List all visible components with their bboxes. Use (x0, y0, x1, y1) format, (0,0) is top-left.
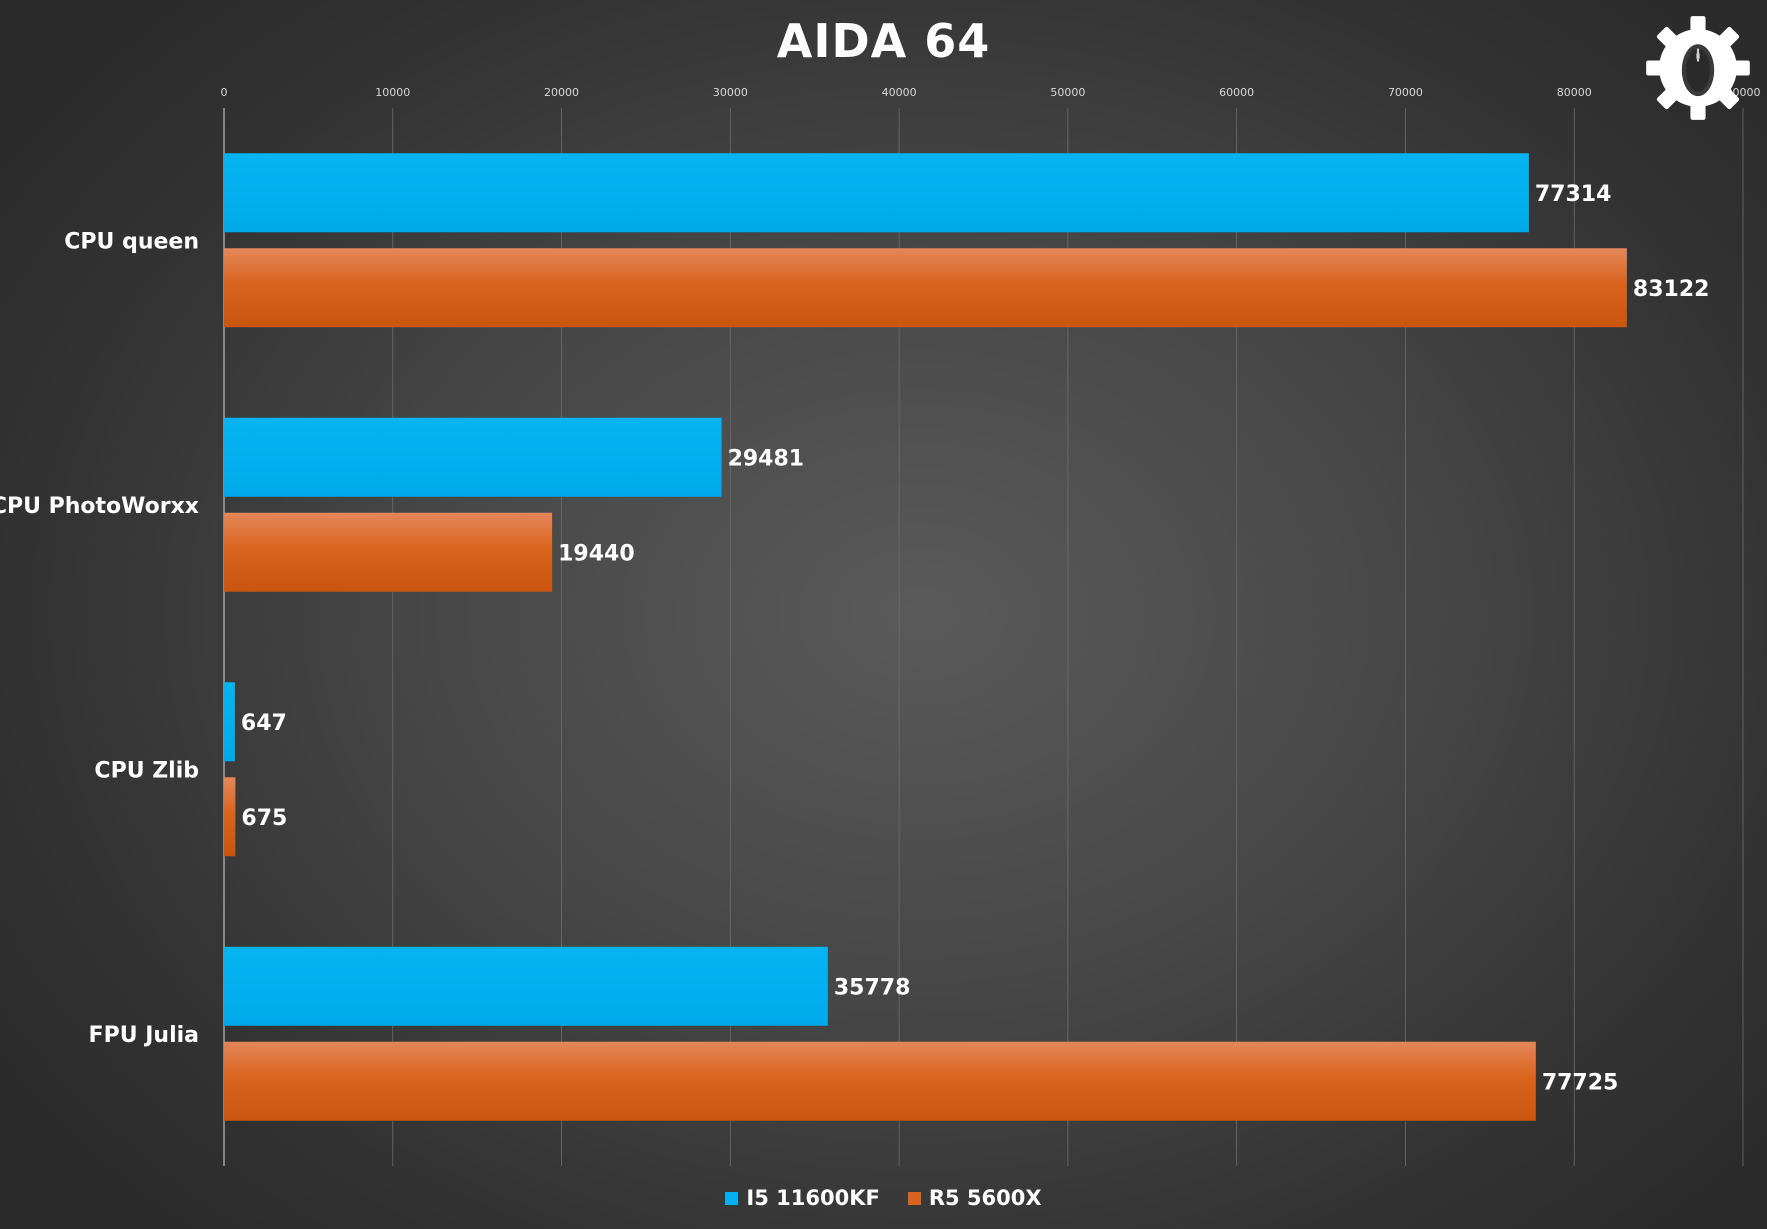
category-label: CPU queen (64, 229, 199, 254)
bar-r5 (224, 1041, 1536, 1121)
data-label: 29481 (728, 446, 805, 471)
legend-swatch-i5 (725, 1191, 739, 1205)
x-tick-label: 40000 (882, 86, 917, 99)
bar-i5 (224, 417, 722, 497)
bar-i5 (224, 153, 1529, 233)
data-label: 35778 (834, 975, 911, 1000)
x-tick-label: 20000 (544, 86, 579, 99)
legend-item-r5: R5 5600X (907, 1186, 1042, 1210)
data-label: 647 (241, 711, 287, 736)
bar-i5 (224, 946, 828, 1026)
legend-label-i5: I5 11600KF (746, 1186, 880, 1210)
bar-i5 (224, 682, 235, 762)
x-tick-label: 60000 (1219, 86, 1254, 99)
category-label: CPU Zlib (94, 758, 199, 783)
data-labels: 77314 83122 29481 19440 647 675 35778 77725 (241, 182, 1710, 1096)
legend: I5 11600KF R5 5600X (0, 1186, 1767, 1210)
legend-item-i5: I5 11600KF (725, 1186, 880, 1210)
x-tick-label: 70000 (1388, 86, 1423, 99)
x-tick-label: 50000 (1050, 86, 1085, 99)
bar-r5 (224, 248, 1627, 328)
bar-r5 (224, 777, 236, 857)
x-axis-ticks: 0 10000 20000 30000 40000 50000 60000 70000 8000… (221, 86, 1761, 99)
bars (224, 153, 1627, 1121)
chart-title: AIDA 64 (776, 14, 991, 68)
x-tick-label: 10000 (375, 86, 410, 99)
legend-swatch-r5 (907, 1191, 921, 1205)
data-label: 77725 (1542, 1070, 1619, 1095)
bar-r5 (224, 512, 553, 592)
y-axis-categories: CPU queen CPU PhotoWorxx CPU Zlib FPU Julia (0, 229, 199, 1048)
data-label: 19440 (558, 541, 635, 566)
data-label: 83122 (1633, 277, 1710, 302)
data-label: 77314 (1535, 182, 1612, 207)
category-label: FPU Julia (89, 1023, 199, 1048)
x-tick-label: 80000 (1557, 86, 1592, 99)
legend-label-r5: R5 5600X (928, 1186, 1042, 1210)
x-tick-label: 30000 (713, 86, 748, 99)
data-label: 675 (241, 806, 287, 831)
gear-mouse-icon (1646, 16, 1750, 120)
x-tick-label: 0 (221, 86, 228, 99)
category-label: CPU PhotoWorxx (0, 494, 199, 519)
